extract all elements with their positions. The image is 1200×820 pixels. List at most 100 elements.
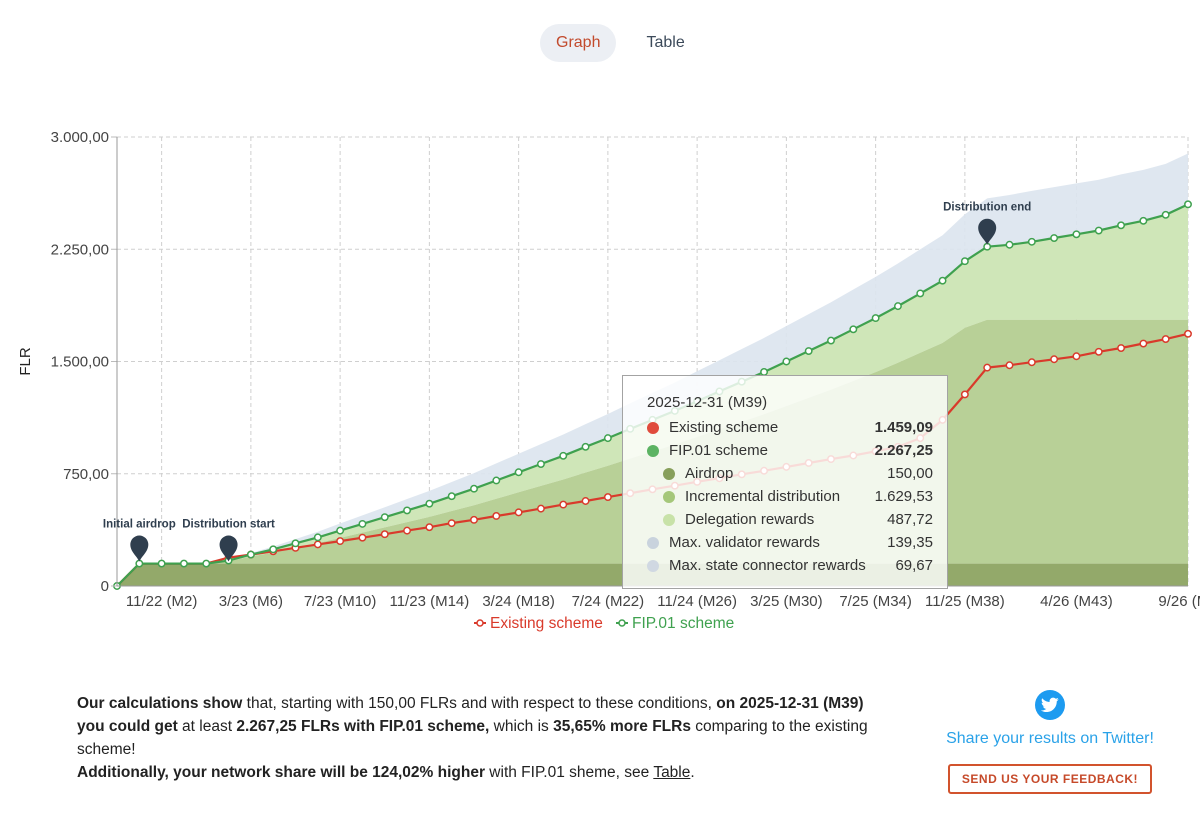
series-dot-icon: [647, 444, 659, 457]
tab-graph[interactable]: Graph: [540, 24, 617, 62]
series-dot-icon: [647, 536, 659, 549]
tooltip-date: 2025-12-31 (M39): [647, 394, 768, 411]
existing-scheme-point: [1117, 344, 1126, 352]
existing-scheme-point: [536, 504, 545, 513]
existing-scheme-point: [492, 512, 501, 520]
twitter-bird-icon[interactable]: [1035, 690, 1065, 720]
tooltip-label: Incremental distribution: [685, 488, 841, 505]
series-dot-icon: [663, 490, 675, 503]
fip01-scheme-point: [960, 257, 969, 266]
existing-scheme-point: [581, 497, 590, 505]
fip01-scheme-point: [1184, 200, 1192, 209]
fip01-scheme-point: [1027, 237, 1036, 246]
fip01-scheme-point: [179, 559, 188, 568]
max-rewards-area: [117, 153, 1188, 586]
area-chart: 0 750,00 1.500,00 2.250,00 3.000,00 11/22 (M2…: [17, 129, 1200, 632]
feedback-button[interactable]: SEND US YOUR FEEDBACK!: [947, 764, 1153, 794]
fip01-scheme-point: [916, 289, 925, 298]
tooltip-value: 487,72: [887, 511, 933, 528]
annotation-label: Initial airdrop: [103, 519, 176, 531]
x-tick-label: 7/25 (M34): [839, 593, 912, 610]
fip01-scheme-point: [380, 513, 389, 522]
summary-text-1: that, starting with 150,00 FLRs and with…: [242, 695, 717, 712]
summary-text-5: with FIP.01 sheme, see: [485, 764, 654, 781]
existing-scheme-point: [1027, 358, 1036, 367]
y-axis-title: FLR: [17, 347, 34, 376]
summary-bold-1: Our calculations show: [77, 695, 243, 712]
existing-scheme-point: [1005, 361, 1014, 370]
existing-scheme-point: [1139, 339, 1148, 348]
fip01-scheme-point: [536, 460, 545, 468]
y-tick-label: 0: [101, 578, 109, 595]
tooltip-label: Airdrop: [685, 465, 734, 482]
x-tick-label: 11/25 (M38): [925, 593, 1005, 610]
fip01-scheme-point: [358, 519, 367, 528]
existing-scheme-point: [1050, 355, 1059, 364]
map-pin-icon: [978, 218, 997, 245]
summary-percent: 35,65% more FLRs: [553, 718, 691, 735]
x-tick-label: 3/24 (M18): [482, 593, 555, 610]
existing-scheme-point: [960, 390, 969, 399]
fip01-scheme-point: [603, 434, 612, 443]
fip01-scheme-point: [938, 276, 947, 285]
x-tick-label: 4/26 (M43): [1040, 593, 1113, 610]
x-tick-label: 7/24 (M22): [572, 593, 645, 610]
summary-period: .: [690, 764, 695, 781]
x-tick-label: 3/25 (M30): [750, 593, 823, 610]
x-tick-label: 3/23 (M6): [219, 593, 283, 610]
tooltip-row: Existing scheme 1.459,09: [647, 416, 933, 439]
tooltip-row: Max. validator rewards 139,35: [647, 531, 933, 554]
summary-network-share: Additionally, your network share will be…: [77, 764, 485, 781]
x-tick-label: 11/24 (M26): [657, 593, 737, 610]
annotation-label: Distribution start: [182, 519, 275, 531]
tooltip-row: Max. state connector rewards 69,67: [647, 554, 933, 577]
fip01-scheme-point: [782, 357, 791, 366]
tooltip-label: Delegation rewards: [685, 511, 815, 528]
fip01-scheme-point: [1139, 216, 1148, 225]
fip01-scheme-point: [1005, 240, 1014, 249]
fip01-scheme-point: [581, 442, 590, 451]
share-twitter-link[interactable]: Share your results on Twitter!: [946, 730, 1154, 747]
x-tick-label: 11/22 (M2): [126, 593, 197, 610]
tooltip-value: 2.267,25: [874, 442, 933, 459]
fip01-scheme-point: [157, 559, 166, 568]
y-tick-label: 3.000,00: [51, 129, 109, 146]
summary-text-2: at least: [177, 718, 237, 735]
fip01-scheme-point: [291, 539, 300, 548]
fip01-scheme-point: [492, 476, 501, 485]
fip01-scheme-point: [827, 336, 835, 345]
fip01-scheme-point: [403, 506, 412, 515]
series-dot-icon: [647, 421, 659, 434]
legend-existing-marker-icon: [476, 619, 484, 627]
fip01-scheme-point: [246, 550, 255, 559]
fip01-scheme-point: [425, 499, 434, 508]
fip01-scheme-point: [559, 451, 568, 460]
y-tick-label: 2.250,00: [51, 241, 109, 258]
existing-scheme-point: [1184, 329, 1192, 338]
fip01-scheme-point: [447, 492, 456, 501]
fip01-scheme-point: [470, 484, 478, 493]
tab-table[interactable]: Table: [646, 34, 685, 51]
fip01-scheme-point: [871, 314, 880, 323]
view-tabs: Graph Table: [540, 24, 701, 62]
fip01-scheme-point: [269, 545, 278, 554]
existing-scheme-point: [1161, 335, 1170, 344]
share-panel: Share your results on Twitter! SEND US Y…: [940, 690, 1160, 794]
fip01-scheme-point: [1161, 210, 1170, 219]
series-dot-icon: [663, 467, 675, 480]
x-tick-label: 11/23 (M14): [389, 593, 469, 610]
existing-scheme-point: [983, 363, 992, 372]
tooltip-row: Airdrop 150,00: [647, 462, 933, 485]
fip01-scheme-point: [804, 347, 813, 355]
summary-text-4: comparing to the existing scheme!: [77, 718, 868, 758]
tooltip-row: FIP.01 scheme 2.267,25: [647, 439, 933, 462]
x-tick-label: 7/23 (M10): [304, 593, 377, 610]
existing-scheme-point: [1072, 352, 1081, 361]
annotation-label: Distribution end: [943, 202, 1031, 214]
fip01-scheme-point: [1050, 234, 1059, 242]
series-dot-icon: [647, 559, 659, 572]
tooltip-row: Incremental distribution 1.629,53: [647, 485, 933, 508]
table-link[interactable]: Table: [653, 764, 691, 781]
delegation-rewards-area: [117, 204, 1188, 586]
tooltip-value: 1.629,53: [874, 488, 933, 505]
